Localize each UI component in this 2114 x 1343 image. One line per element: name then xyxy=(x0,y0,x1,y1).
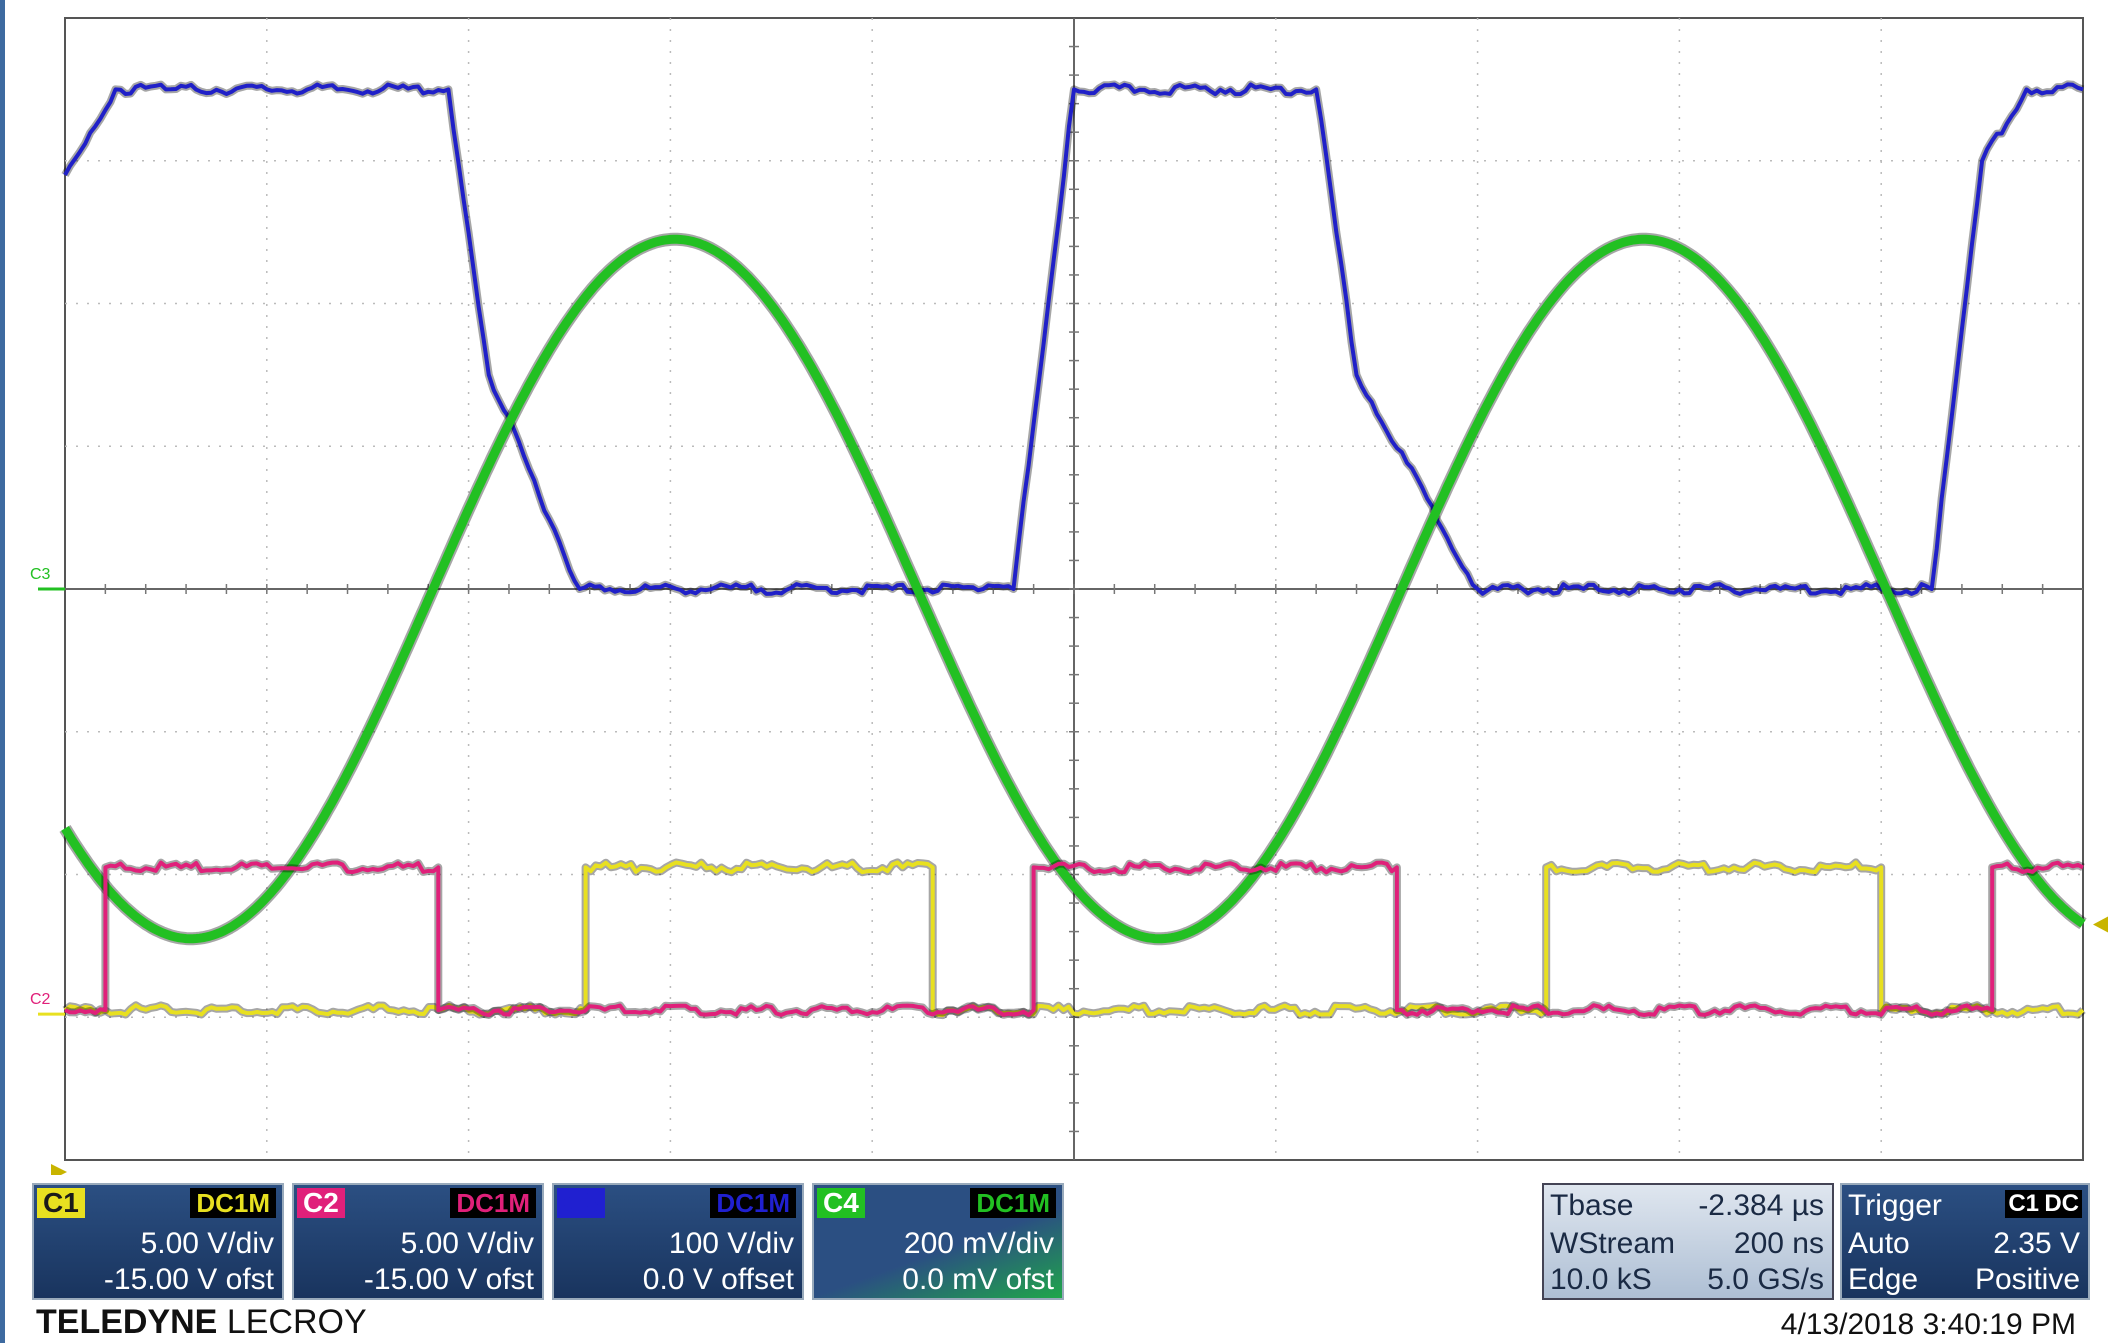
channel-id: C2 xyxy=(297,1188,345,1218)
channel-coupling: DC1M xyxy=(190,1188,276,1218)
channel-panel-c4[interactable]: C4 DC1M 200 mV/div 0.0 mV ofst xyxy=(812,1183,1064,1300)
graticule xyxy=(64,17,2084,1161)
marker-c2: C2 xyxy=(30,991,51,1008)
timebase-div: 200 ns xyxy=(1733,1227,1824,1260)
channel-offset: -15.00 V ofst xyxy=(103,1263,274,1296)
timebase-label: Tbase xyxy=(1550,1189,1634,1222)
trigger-type: Edge xyxy=(1848,1263,1919,1296)
timestamp: 4/13/2018 3:40:19 PM xyxy=(1780,1308,2076,1341)
channel-scale: 5.00 V/div xyxy=(140,1227,274,1260)
trace-c3 xyxy=(63,82,2084,596)
channel-coupling: DC1M xyxy=(710,1188,796,1218)
channel-scale: 200 mV/div xyxy=(903,1227,1054,1260)
brand-logo: TELEDYNE LECROY xyxy=(36,1303,367,1342)
brand-bold: TELEDYNE xyxy=(36,1303,218,1341)
channel-id: C3 xyxy=(557,1188,605,1218)
trigger-level: 2.35 V xyxy=(1993,1227,2080,1260)
timebase-rate: 5.0 GS/s xyxy=(1707,1263,1824,1296)
channel-id: C4 xyxy=(817,1188,865,1218)
trigger-label: Trigger xyxy=(1848,1189,1942,1222)
timebase-samples: 10.0 kS xyxy=(1550,1263,1652,1296)
scope-display: C3 C2 xyxy=(30,17,2108,1175)
channel-scale: 5.00 V/div xyxy=(400,1227,534,1260)
trigger-level-marker xyxy=(2093,916,2108,933)
timebase-delay: -2.384 µs xyxy=(1698,1189,1824,1222)
channel-panel-c3[interactable]: C3 DC1M 100 V/div 0.0 V offset xyxy=(552,1183,804,1300)
markers: C3 C2 xyxy=(30,566,2108,1175)
channel-id: C1 xyxy=(37,1188,85,1218)
channel-offset: -15.00 V ofst xyxy=(363,1263,534,1296)
brand-light: LECROY xyxy=(226,1303,367,1341)
trigger-coupling: DC xyxy=(2041,1190,2082,1218)
traces xyxy=(59,80,2087,1020)
timebase-panel[interactable]: Tbase -2.384 µs WStream 200 ns 10.0 kS 5… xyxy=(1542,1183,1834,1300)
marker-c3: C3 xyxy=(30,566,51,583)
trigger-slope: Positive xyxy=(1974,1263,2080,1296)
channel-panel-c2[interactable]: C2 DC1M 5.00 V/div -15.00 V ofst xyxy=(292,1183,544,1300)
trigger-time-marker xyxy=(51,1164,67,1175)
trigger-panel[interactable]: Trigger C1 DC Auto 2.35 V Edge Positive xyxy=(1840,1183,2090,1300)
trace-c4 xyxy=(61,234,2086,944)
channel-scale: 100 V/div xyxy=(668,1227,794,1260)
timebase-mode: WStream xyxy=(1550,1227,1676,1260)
channel-coupling: DC1M xyxy=(450,1188,536,1218)
trigger-source: C1 xyxy=(2005,1190,2042,1218)
channel-offset: 0.0 V offset xyxy=(642,1263,794,1296)
channel-panel-c1[interactable]: C1 DC1M 5.00 V/div -15.00 V ofst xyxy=(32,1183,284,1300)
trace-c1 xyxy=(63,860,2085,1018)
window-edge xyxy=(0,0,5,1343)
channel-offset: 0.0 mV ofst xyxy=(902,1263,1054,1296)
trigger-mode: Auto xyxy=(1848,1227,1910,1260)
trace-c2 xyxy=(64,860,2084,1017)
channel-coupling: DC1M xyxy=(970,1188,1056,1218)
